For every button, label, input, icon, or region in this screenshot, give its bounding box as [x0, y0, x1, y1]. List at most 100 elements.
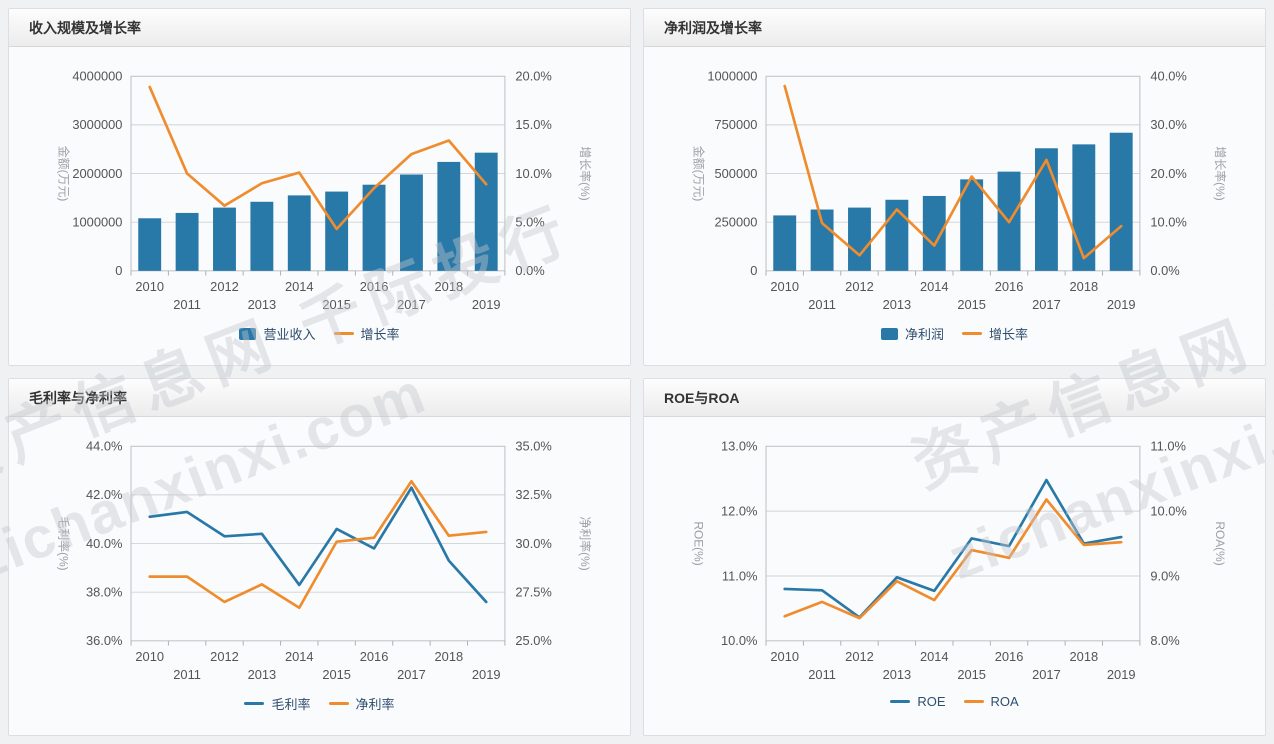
bar — [250, 201, 273, 271]
bar — [810, 209, 834, 271]
right-axis-tick-label: 20.0% — [1150, 166, 1186, 181]
left-axis-tick-label: 3000000 — [72, 117, 122, 132]
series-line — [782, 498, 1123, 620]
x-axis-label: 2012 — [845, 279, 874, 294]
right-axis-title: ROA(%) — [1213, 521, 1227, 565]
bar — [287, 195, 311, 271]
series-line — [147, 486, 488, 604]
legend-label: 毛利率 — [271, 697, 311, 713]
x-axis-label: 2016 — [994, 279, 1023, 294]
x-axis-label: 2014 — [920, 279, 949, 294]
legend-label: 净利率 — [355, 697, 395, 713]
x-axis-label: 2012 — [210, 279, 239, 294]
x-axis-label: 2017 — [1032, 667, 1061, 682]
x-axis-label: 2016 — [359, 649, 388, 664]
x-axis-label: 2015 — [957, 667, 986, 682]
bar — [922, 195, 946, 271]
left-axis-tick-label: 44.0% — [86, 439, 122, 454]
x-axis-label: 2010 — [770, 649, 799, 664]
right-axis-title: 增长率(%) — [1213, 146, 1227, 200]
chart-legend: 营业收入 增长率 — [239, 324, 400, 343]
right-axis-tick-label: 15.0% — [515, 117, 551, 132]
bar — [847, 207, 871, 271]
x-axis-label: 2015 — [957, 297, 986, 312]
left-axis-tick-label: 500000 — [714, 166, 757, 181]
legend-item[interactable]: 毛利率 — [244, 694, 311, 713]
left-axis-tick-label: 4000000 — [72, 69, 122, 84]
x-axis-label: 2015 — [322, 667, 351, 682]
left-axis-tick-label: 2000000 — [72, 166, 122, 181]
net-profit-growth-chart: 0 250000 500000 750000 1000000 金额(万元) 0.0% 10.0… — [691, 69, 1227, 312]
x-axis-label: 2018 — [1069, 279, 1098, 294]
x-axis-label: 2018 — [1069, 649, 1098, 664]
line-swatch-icon — [333, 332, 354, 336]
bar — [137, 218, 161, 271]
right-axis-tick-label: 27.5% — [515, 584, 551, 599]
line-swatch-icon — [962, 332, 982, 336]
legend-item[interactable]: 营业收入 — [239, 324, 316, 343]
right-axis-title: 净利率(%) — [578, 516, 592, 570]
right-axis-tick-label: 10.0% — [515, 166, 551, 181]
revenue-growth-chart: 0 1000000 2000000 3000000 4000000 金额(万元) 0.0% 5… — [56, 69, 592, 312]
panel-body: 36.0% 38.0% 40.0% 42.0% 44.0% 毛利率(%) 25.0% 27.5… — [9, 417, 630, 735]
line-swatch-icon — [890, 700, 911, 704]
right-axis-tick-label: 40.0% — [1150, 69, 1186, 84]
panel-margins: 毛利率与净利率 36.0% 38.0% 40.0% 42.0% 44.0% 毛利率(%) 2… — [8, 378, 631, 736]
panel-header: 净利润及增长率 — [644, 9, 1265, 47]
x-axis-label: 2015 — [322, 297, 351, 312]
x-axis-label: 2013 — [247, 297, 276, 312]
legend-item[interactable]: ROA — [963, 694, 1019, 709]
left-axis-title: ROE(%) — [691, 521, 705, 565]
left-axis-tick-label: 38.0% — [86, 584, 122, 599]
x-axis-label: 2017 — [397, 667, 426, 682]
series-line — [782, 84, 1123, 260]
left-axis-title: 金额(万元) — [56, 146, 70, 202]
x-axis-label: 2019 — [1107, 667, 1136, 682]
left-axis-tick-label: 10.0% — [721, 633, 757, 648]
series-line — [147, 85, 488, 231]
legend-label: 增长率 — [989, 327, 1029, 343]
panel-body: 10.0% 11.0% 12.0% 13.0% ROE(%) 8.0% 9.0% 10.0% 1… — [644, 417, 1265, 735]
right-axis-tick-label: 5.0% — [515, 214, 544, 229]
legend-label: 增长率 — [360, 327, 400, 343]
x-axis-label: 2017 — [1032, 297, 1061, 312]
x-axis-label: 2019 — [472, 297, 501, 312]
x-axis-label: 2011 — [173, 667, 201, 682]
right-axis-tick-label: 30.0% — [1150, 117, 1186, 132]
x-axis-label: 2013 — [247, 667, 276, 682]
chart-legend: 净利润 增长率 — [880, 324, 1028, 343]
bar — [1034, 148, 1058, 271]
x-axis-label: 2014 — [285, 649, 314, 664]
legend-item[interactable]: 增长率 — [333, 324, 400, 343]
panel-title-text: ROE与ROA — [664, 389, 740, 406]
right-axis-tick-label: 10.0% — [1150, 503, 1186, 518]
panel-title-text: 毛利率与净利率 — [29, 389, 127, 406]
x-axis-label: 2019 — [1107, 297, 1136, 312]
right-axis-tick-label: 25.0% — [515, 633, 551, 648]
right-axis-tick-label: 35.0% — [515, 439, 551, 454]
x-axis-label: 2012 — [210, 649, 239, 664]
line-swatch-icon — [963, 700, 984, 704]
line-swatch-icon — [244, 702, 265, 706]
panel-net-profit-growth: 净利润及增长率 0 250000 500000 750000 1000000 金额(万元)… — [643, 8, 1266, 366]
x-axis-label: 2014 — [285, 279, 314, 294]
bar — [1109, 132, 1133, 271]
panel-header: 毛利率与净利率 — [9, 379, 630, 417]
panel-roe-roa: ROE与ROA 10.0% 11.0% 12.0% 13.0% ROE(%) 8.0% 9.… — [643, 378, 1266, 736]
x-axis-label: 2018 — [434, 279, 463, 294]
legend-item[interactable]: 净利润 — [880, 324, 944, 343]
legend-item[interactable]: ROE — [890, 694, 946, 710]
legend-label: ROE — [917, 694, 946, 710]
bar — [399, 174, 423, 271]
right-axis-tick-label: 8.0% — [1150, 633, 1179, 648]
bar-swatch-icon — [239, 327, 257, 340]
x-axis-label: 2010 — [135, 279, 164, 294]
legend-item[interactable]: 净利率 — [328, 694, 395, 713]
panel-title-text: 收入规模及增长率 — [29, 19, 141, 36]
legend-item[interactable]: 增长率 — [962, 324, 1028, 343]
bar-swatch-icon — [880, 327, 898, 340]
bar — [1072, 144, 1095, 271]
left-axis-tick-label: 1000000 — [707, 69, 757, 84]
right-axis-tick-label: 20.0% — [515, 69, 551, 84]
